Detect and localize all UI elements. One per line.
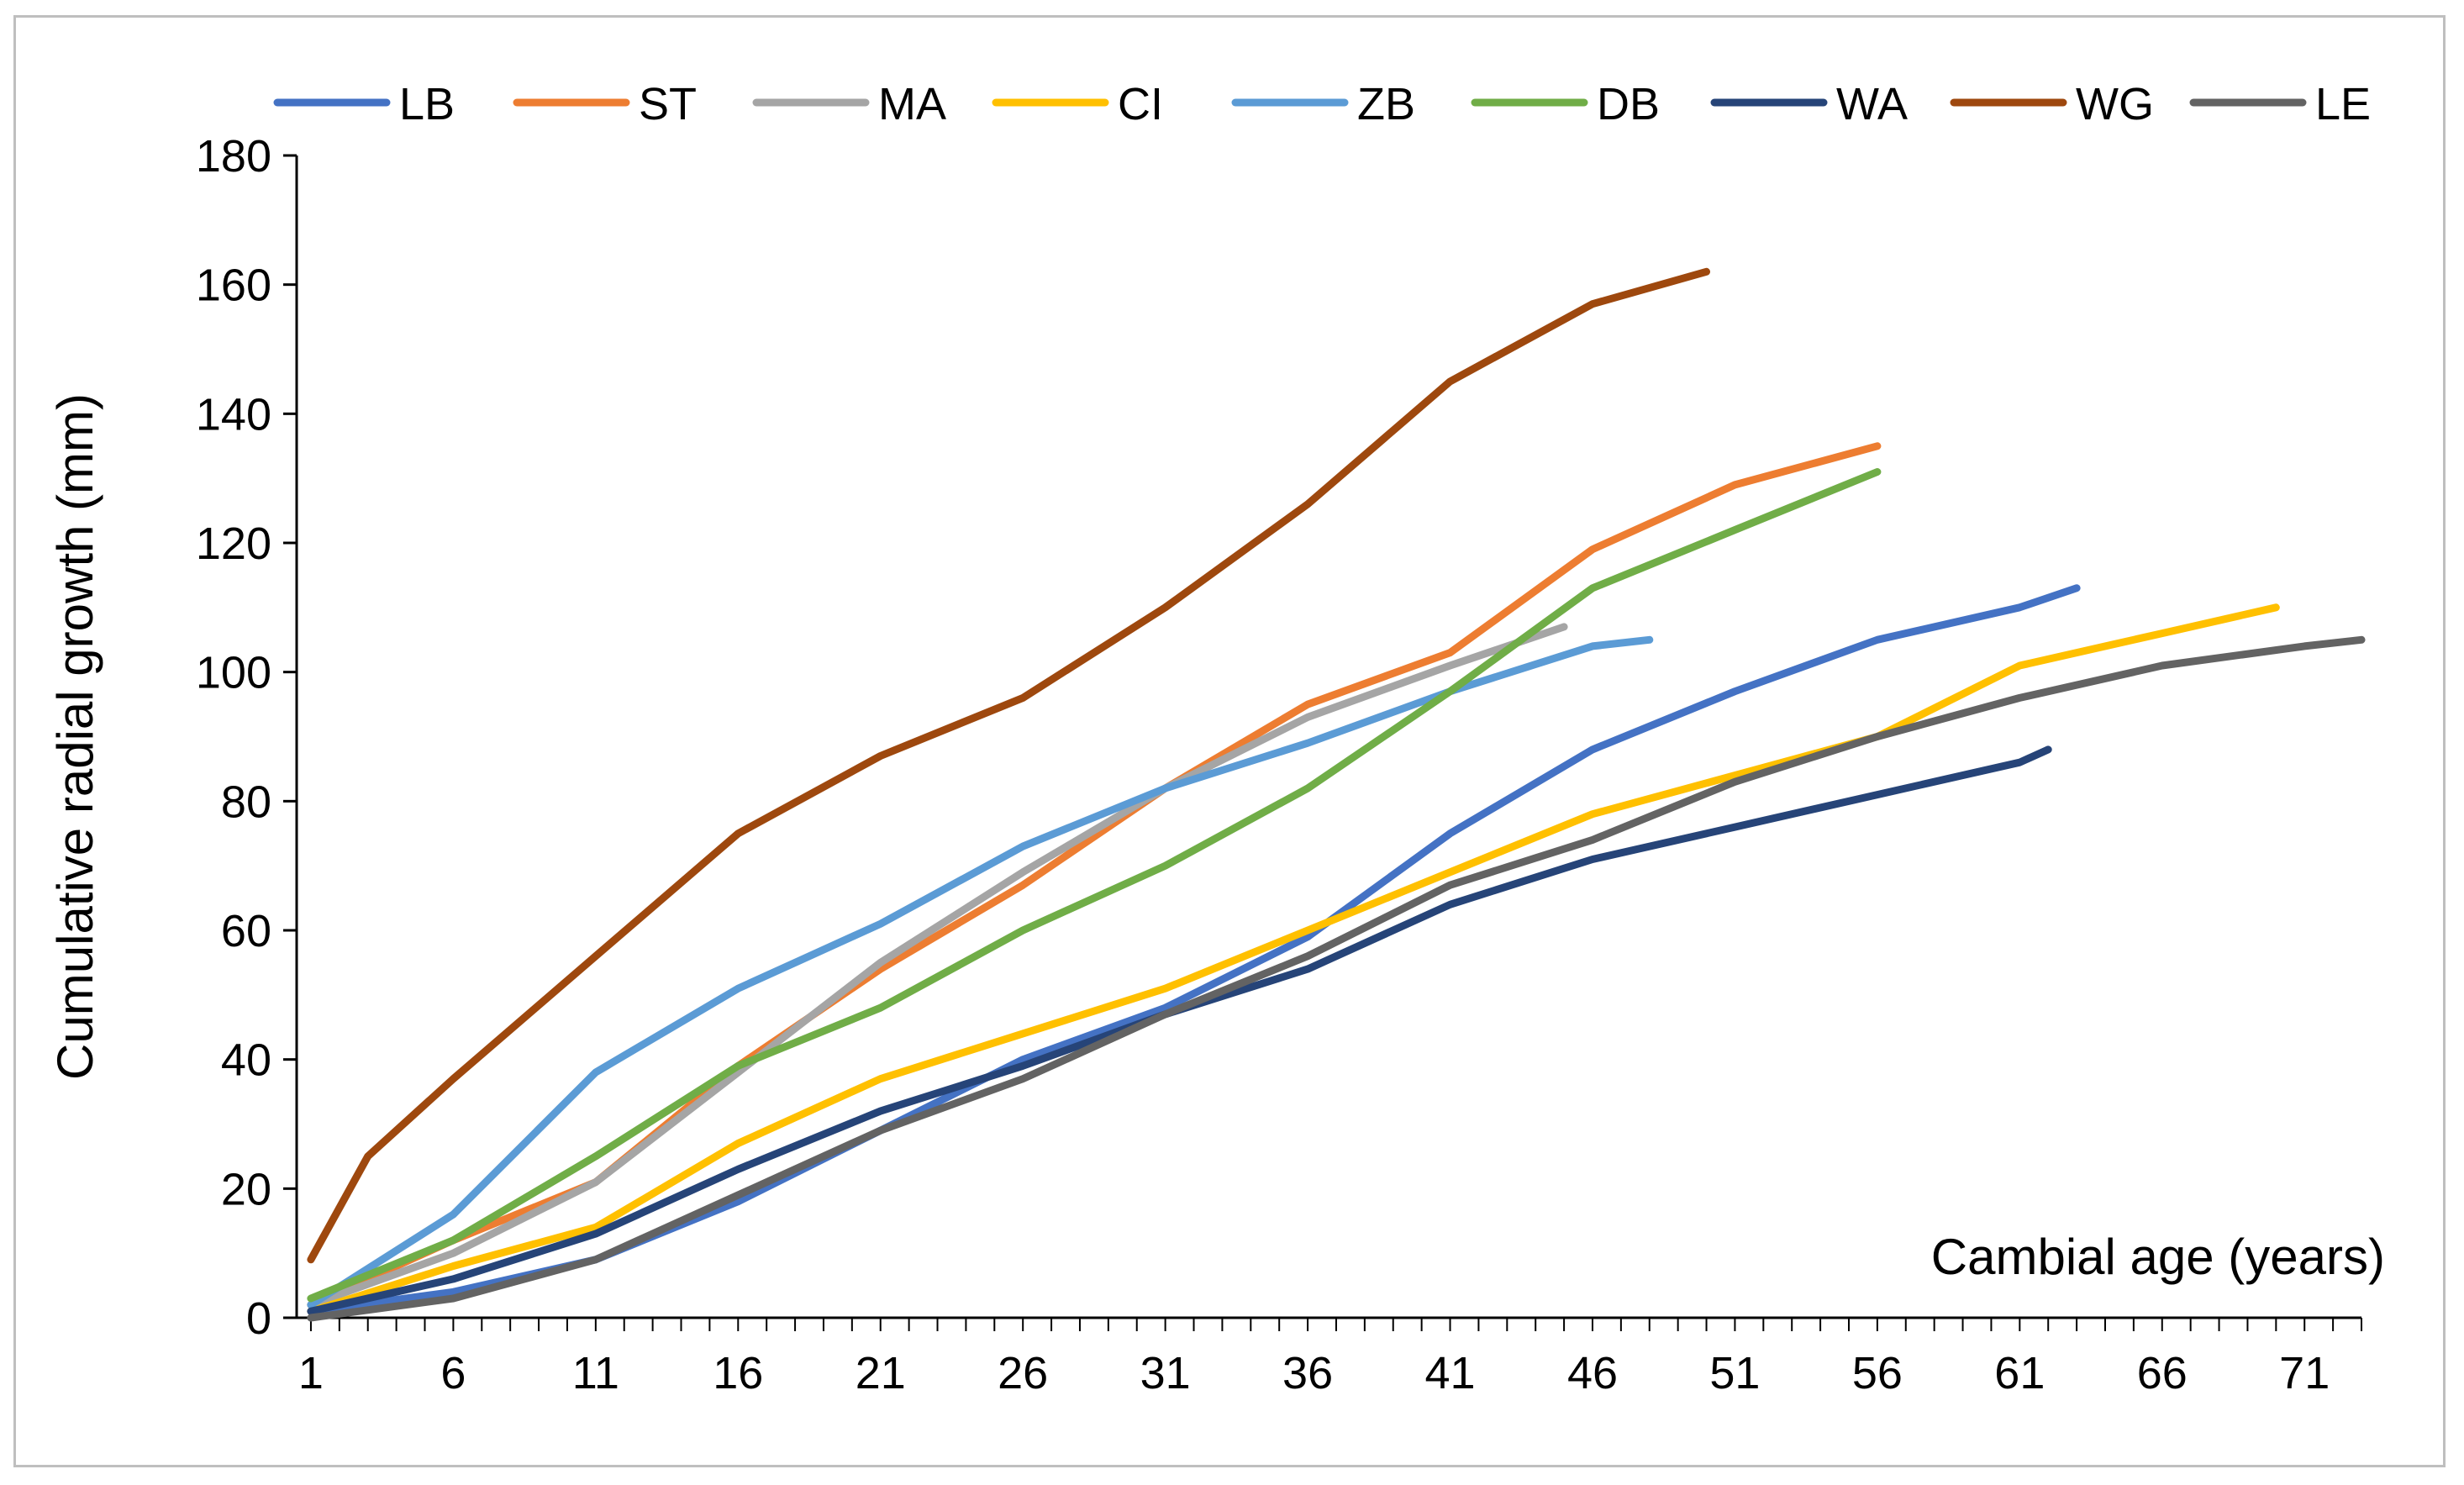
x-tick-label: 66 — [2137, 1348, 2188, 1398]
y-axis-ticks: 0 20 40 60 80 100 120 140 160 180 — [196, 131, 297, 1344]
legend: LB ST MA CI ZB DB WA WG LE — [273, 79, 2371, 129]
x-tick-label: 51 — [1709, 1348, 1760, 1398]
y-tick-label: 40 — [221, 1035, 271, 1086]
y-tick-label: 120 — [196, 519, 271, 569]
y-tick-label: 80 — [221, 777, 271, 827]
y-tick-label: 60 — [221, 906, 271, 956]
legend-label-wg: WG — [2076, 79, 2154, 129]
x-tick-label: 61 — [1994, 1348, 2045, 1398]
axes — [295, 155, 2361, 1319]
y-tick-label: 180 — [196, 131, 271, 182]
x-tick-label: 11 — [572, 1348, 619, 1398]
series-line-wg — [307, 267, 1710, 1264]
y-tick-label: 0 — [246, 1293, 271, 1344]
series-line-wa — [307, 745, 2052, 1315]
legend-label-lb: LB — [399, 79, 455, 129]
x-tick-label: 26 — [998, 1348, 1048, 1398]
series-line-zb — [307, 635, 1654, 1309]
legend-label-wa: WA — [1836, 79, 1908, 129]
x-tick-label: 56 — [1852, 1348, 1903, 1398]
x-tick-label: 46 — [1567, 1348, 1618, 1398]
y-tick-label: 140 — [196, 389, 271, 440]
x-tick-label: 16 — [713, 1348, 763, 1398]
series-line-db — [307, 468, 1882, 1303]
y-tick-label: 100 — [196, 648, 271, 698]
x-tick-label: 36 — [1282, 1348, 1333, 1398]
x-tick-label: 21 — [856, 1348, 906, 1398]
x-axis-ticks: 1 6 11 16 21 26 31 36 41 46 51 56 61 66 71 — [298, 1318, 2362, 1398]
legend-label-ma: MA — [878, 79, 946, 129]
legend-label-st: ST — [639, 79, 697, 129]
series-line-ci — [307, 603, 2280, 1315]
series-line-st — [307, 442, 1882, 1309]
legend-label-zb: ZB — [1357, 79, 1415, 129]
x-tick-label: 71 — [2279, 1348, 2330, 1398]
y-tick-label: 20 — [221, 1164, 271, 1214]
x-tick-label: 1 — [298, 1348, 324, 1398]
x-axis-title: Cambial age (years) — [1931, 1229, 2385, 1285]
y-tick-label: 160 — [196, 261, 271, 311]
legend-label-ci: CI — [1118, 79, 1163, 129]
series-line-ma — [307, 623, 1568, 1309]
x-tick-label: 31 — [1140, 1348, 1191, 1398]
legend-label-le: LE — [2315, 79, 2371, 129]
legend-label-db: DB — [1597, 79, 1660, 129]
series-line-le — [307, 635, 2366, 1322]
x-tick-label: 41 — [1424, 1348, 1475, 1398]
x-tick-label: 6 — [440, 1348, 466, 1398]
chart-frame — [13, 15, 2446, 1467]
series-lines — [307, 267, 2366, 1322]
series-line-lb — [307, 584, 2081, 1315]
y-axis-title: Cumulative radial growth (mm) — [47, 393, 103, 1080]
